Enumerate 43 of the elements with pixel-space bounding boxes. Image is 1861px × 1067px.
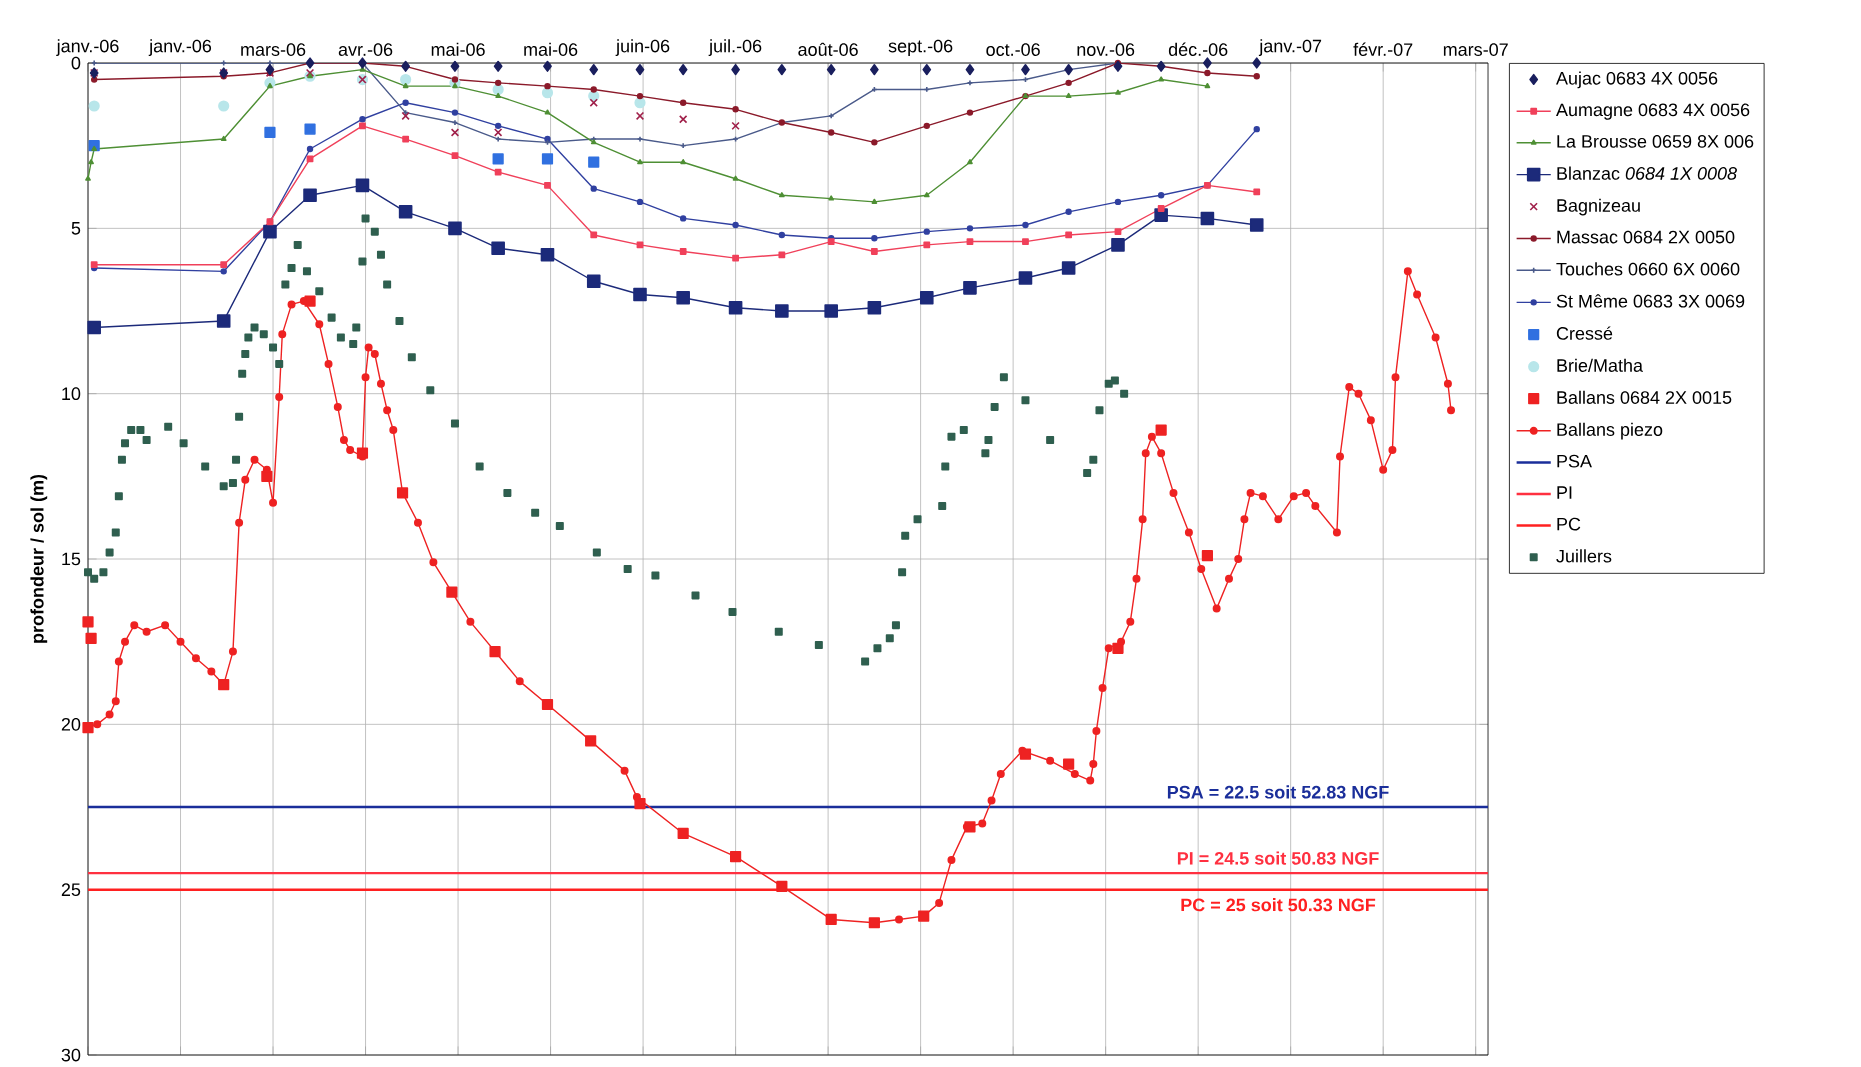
legend-label: St Même 0683 3X 0069 — [1556, 294, 1745, 308]
x-tick-label: sept.-06 — [888, 39, 953, 56]
x-tick-label: déc.-06 — [1168, 42, 1228, 56]
legend-label: Blanzac 0684 1X 0008 — [1557, 166, 1737, 180]
y-tick-label: 30 — [61, 1048, 81, 1062]
y-tick-label: 5 — [71, 222, 81, 235]
annotation: PSA = 22.5 soit 52.83 NGF — [1167, 785, 1389, 799]
legend-label: PC — [1557, 517, 1581, 531]
legend-label: Ballans piezo — [1557, 422, 1663, 440]
x-tick-label: mars-07 — [1443, 43, 1508, 56]
legend-label: Brie/Matha — [1557, 358, 1643, 372]
legend-label: PI — [1557, 486, 1572, 499]
x-tick-label: août-06 — [798, 42, 858, 56]
x-tick-label: mai-06 — [431, 42, 485, 56]
y-tick-label: 10 — [62, 387, 81, 401]
x-tick-label: nov.-06 — [1077, 43, 1135, 56]
legend-label: La Brousse 0659 8X 006 — [1557, 135, 1754, 148]
y-tick-label: 15 — [62, 552, 81, 566]
x-tick-label: févr.-07 — [1353, 42, 1413, 56]
x-tick-label: janv.-06 — [56, 39, 119, 56]
legend-label: Touches 0660 6X 0060 — [1556, 262, 1740, 276]
legend-label: Aujac 0683 4X 0056 — [1556, 71, 1718, 89]
x-tick-label: mars-06 — [241, 43, 306, 56]
annotation: PI = 24.5 soit 50.83 NGF — [1177, 851, 1379, 865]
legend-label: PSA — [1557, 454, 1592, 468]
legend-label: Juillers — [1556, 549, 1612, 563]
legend-label: Massac 0684 2X 0050 — [1557, 230, 1735, 244]
x-tick-label: juil.-06 — [708, 39, 762, 56]
legend-label: Cressé — [1556, 326, 1613, 340]
x-tick-label: mai-06 — [524, 42, 578, 56]
y-axis-title: profondeur / sol (m) — [30, 474, 48, 643]
x-tick-label: janv.-06 — [148, 39, 212, 56]
x-tick-label: janv.-07 — [1258, 39, 1322, 56]
legend-label: Bagnizeau — [1557, 198, 1640, 216]
x-tick-label: oct.-06 — [986, 43, 1040, 56]
y-tick-label: 25 — [61, 883, 81, 897]
annotation: PC = 25 soit 50.33 NGF — [1181, 898, 1376, 912]
x-tick-label: avr.-06 — [338, 43, 393, 56]
legend-label: Aumagne 0683 4X 0056 — [1556, 103, 1750, 120]
y-tick-label: 0 — [71, 56, 81, 70]
legend-label: Ballans 0684 2X 0015 — [1557, 390, 1732, 404]
y-tick-label: 20 — [61, 717, 81, 731]
x-tick-label: juin-06 — [615, 39, 670, 56]
